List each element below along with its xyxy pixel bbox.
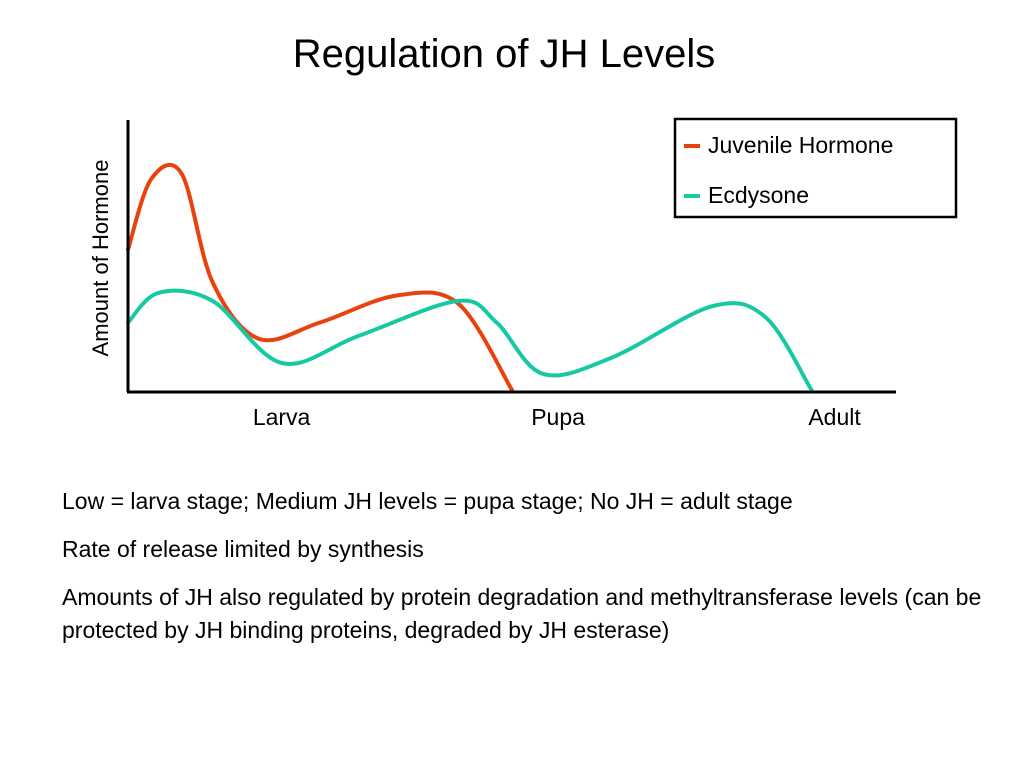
legend: Juvenile Hormone Ecdysone: [675, 119, 956, 217]
series-line-ecdysone: [128, 291, 812, 390]
x-tick-label-adult: Adult: [808, 404, 861, 430]
note-stage-levels: Low = larva stage; Medium JH levels = pu…: [62, 485, 982, 518]
y-axis-label: Amount of Hormone: [88, 160, 113, 357]
legend-label-ecdysone: Ecdysone: [708, 182, 809, 208]
x-tick-label-pupa: Pupa: [531, 404, 585, 430]
note-release-rate: Rate of release limited by synthesis: [62, 533, 982, 566]
notes: Low = larva stage; Medium JH levels = pu…: [62, 485, 982, 662]
x-tick-label-larva: Larva: [253, 404, 311, 430]
x-tick-labels: Larva Pupa Adult: [253, 404, 862, 430]
note-degradation: Amounts of JH also regulated by protein …: [62, 581, 982, 647]
legend-label-juvenile-hormone: Juvenile Hormone: [708, 132, 893, 158]
hormone-chart: Amount of Hormone Larva Pupa Adult Juvenil…: [0, 0, 1024, 480]
